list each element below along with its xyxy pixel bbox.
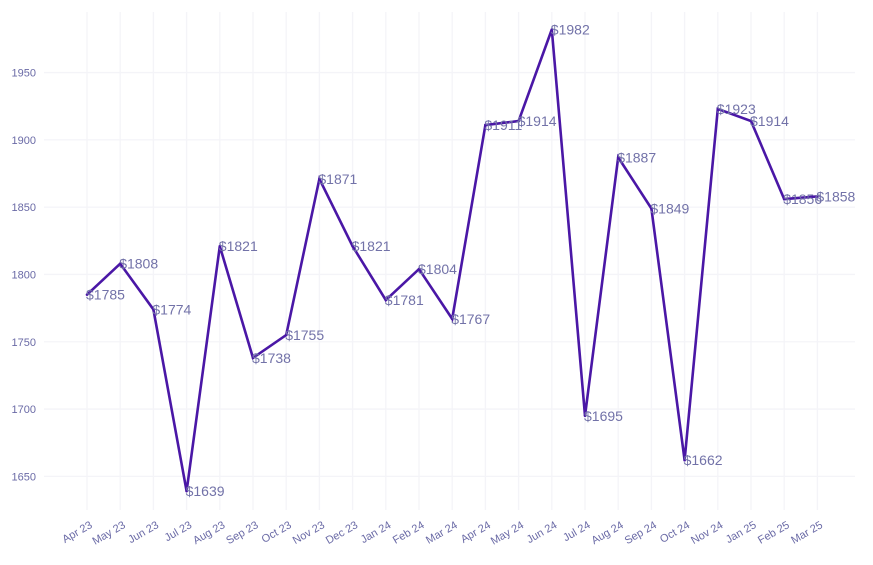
x-tick-label: Sep 24: [623, 519, 659, 547]
x-tick-label: Nov 24: [689, 519, 725, 547]
data-point: [185, 489, 188, 493]
data-point: [318, 177, 321, 181]
x-tick-label: Aug 23: [191, 519, 227, 547]
data-label: $1911: [484, 117, 522, 133]
data-label: $1858: [816, 188, 855, 204]
data-label: $1662: [684, 452, 723, 468]
data-label: $1808: [119, 256, 158, 272]
gridlines: [44, 12, 855, 510]
data-label: $1785: [86, 287, 125, 303]
data-label: $1774: [152, 301, 191, 317]
data-label: $1914: [750, 113, 789, 129]
data-point: [484, 123, 487, 127]
data-label: $1821: [352, 238, 391, 254]
data-point: [284, 333, 288, 337]
x-tick-label: Oct 24: [658, 519, 692, 546]
x-tick-label: Feb 25: [756, 519, 792, 547]
data-point: [716, 107, 720, 111]
data-point: [550, 28, 554, 31]
data-label: $1821: [219, 238, 258, 254]
y-tick-label: 1850: [12, 202, 36, 214]
x-tick-label: Feb 24: [391, 519, 427, 547]
data-label: $1982: [551, 21, 590, 37]
data-label: $1871: [318, 171, 357, 187]
x-tick-label: Mar 25: [789, 519, 825, 547]
data-label: $1914: [518, 113, 557, 129]
data-label: $1767: [451, 311, 490, 327]
y-tick-label: 1800: [12, 269, 36, 281]
data-label: $1755: [285, 327, 324, 343]
data-point: [450, 317, 454, 321]
x-tick-label: Nov 23: [291, 519, 327, 547]
x-tick-label: Jan 25: [724, 519, 759, 546]
data-label: $1781: [385, 292, 424, 308]
x-tick-label: Aug 24: [589, 519, 625, 547]
data-point: [816, 195, 819, 198]
y-tick-label: 1900: [12, 135, 36, 147]
x-tick-label: Jun 23: [126, 519, 161, 546]
x-tick-label: Apr 24: [459, 519, 493, 546]
data-point: [417, 267, 421, 271]
data-point: [218, 244, 222, 248]
data-point: [616, 156, 620, 159]
data-points: [85, 28, 819, 493]
x-tick-label: Jun 24: [525, 519, 560, 546]
x-tick-label: Dec 23: [324, 519, 360, 547]
x-tick-label: Jul 24: [561, 519, 592, 544]
data-label: $1856: [783, 191, 822, 207]
x-tick-label: Sep 23: [224, 519, 260, 547]
data-labels: $1785 $1808 $1774 $1639 $1821 $1738 $1755 $1871…: [86, 21, 856, 499]
y-tick-label: 1650: [12, 471, 36, 483]
x-tick-label: Mar 24: [424, 519, 460, 547]
data-label: $1639: [186, 483, 225, 499]
data-label: $1923: [717, 101, 756, 117]
x-tick-label: Jan 24: [359, 519, 394, 546]
x-tick-label: Oct 23: [260, 519, 294, 546]
y-tick-label: 1700: [12, 404, 36, 416]
y-tick-label: 1750: [12, 337, 36, 349]
data-label: $1887: [617, 149, 656, 165]
data-point: [782, 197, 786, 201]
x-tick-label: May 23: [90, 519, 127, 547]
data-label: $1849: [650, 201, 689, 217]
x-tick-label: May 24: [489, 519, 526, 547]
data-point: [251, 356, 255, 360]
data-point: [118, 262, 122, 265]
y-tick-label: 1950: [12, 68, 36, 80]
data-label: $1695: [584, 408, 623, 424]
x-tick-label: Apr 23: [60, 519, 94, 546]
data-point: [583, 414, 587, 418]
data-label: $1738: [252, 350, 291, 366]
y-axis-ticks: 1650 1700 1750 1800 1850 1900 1950: [12, 68, 36, 484]
x-tick-label: Jul 23: [163, 519, 194, 544]
data-point: [152, 308, 155, 311]
data-point: [749, 119, 753, 123]
data-point: [683, 458, 686, 462]
data-point: [384, 298, 388, 302]
data-label: $1804: [418, 261, 457, 277]
data-point: [85, 293, 89, 296]
data-point: [650, 207, 653, 210]
data-point: [351, 244, 354, 248]
data-point: [517, 119, 520, 123]
